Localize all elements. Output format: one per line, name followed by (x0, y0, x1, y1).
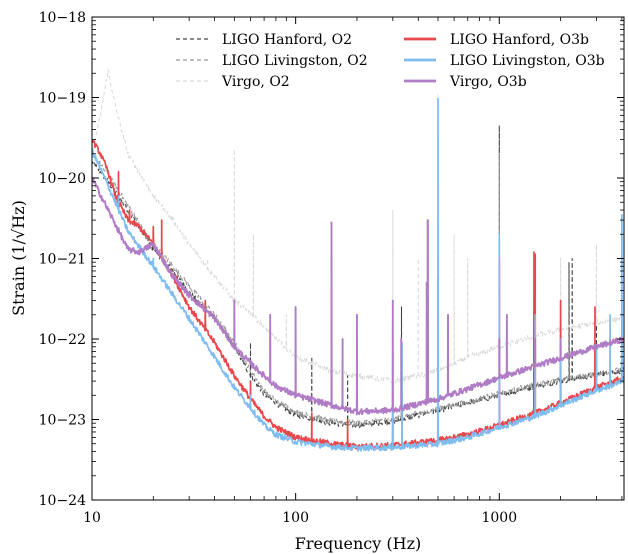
x-tick-label: 100 (282, 510, 309, 526)
x-tick-label: 1000 (481, 510, 517, 526)
y-tick-label: 10−22 (39, 332, 86, 348)
y-axis-title: Strain (1/√Hz) (9, 200, 28, 316)
legend-label: LIGO Hanford, O2 (222, 32, 352, 48)
plot-frame (91, 16, 625, 501)
y-tick-label: 10−18 (39, 10, 86, 26)
y-tick-label: 10−24 (39, 493, 86, 509)
x-axis-title: Frequency (Hz) (295, 534, 422, 553)
x-tick-label: 10 (83, 510, 101, 526)
legend-label: Virgo, O3b (449, 74, 527, 90)
y-tick-label: 10−23 (39, 413, 86, 429)
series-line-virgo-o2 (92, 69, 624, 385)
legend-label: Virgo, O2 (221, 74, 290, 90)
legend-label: LIGO Livingston, O3b (450, 53, 605, 69)
legend-label: LIGO Livingston, O2 (222, 53, 368, 69)
y-tick-label: 10−20 (39, 171, 86, 187)
series-line-virgo-o3b (92, 177, 624, 416)
y-tick-label: 10−21 (39, 252, 86, 268)
legend: LIGO Hanford, O2 LIGO Livingston, O2 Virgo… (168, 26, 608, 98)
series-line-ligo-livingston-o3b (92, 93, 624, 452)
y-tick-label: 10−19 (39, 91, 86, 107)
series-layer (92, 69, 624, 452)
legend-background (168, 26, 608, 98)
legend-label: LIGO Hanford, O3b (450, 32, 589, 48)
